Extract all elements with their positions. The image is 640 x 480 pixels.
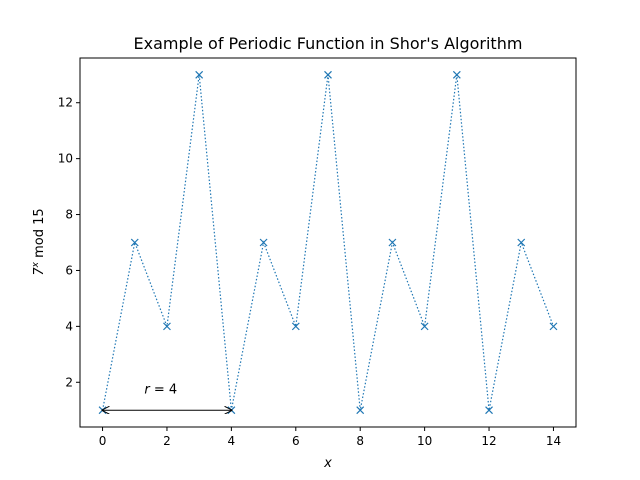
data-point-marker <box>356 406 365 415</box>
data-point-marker <box>388 238 397 247</box>
x-tick-label: 4 <box>228 434 236 448</box>
x-tick-label: 8 <box>356 434 364 448</box>
period-label: r = 4 <box>144 382 177 397</box>
data-point-marker <box>485 406 493 415</box>
data-point-marker <box>452 70 461 79</box>
data-point-marker <box>195 70 204 79</box>
data-point-marker <box>324 70 332 79</box>
y-axis-label-base: 7 <box>32 267 47 276</box>
x-tick-label: 2 <box>163 434 171 448</box>
x-tick-label: 0 <box>99 434 107 448</box>
data-point-marker <box>163 322 171 331</box>
y-axis: 2 4 6 8 10 12 <box>58 96 80 389</box>
x-axis: 0 2 4 6 8 10 12 14 <box>99 427 561 448</box>
chart-title: Example of Periodic Function in Shor's A… <box>134 34 523 53</box>
data-point-marker <box>420 322 429 331</box>
y-tick-label: 8 <box>65 208 73 222</box>
y-axis-label: 7x mod 15 <box>31 208 47 275</box>
data-point-marker <box>130 238 139 247</box>
y-axis-label-rest: mod 15 <box>32 208 47 262</box>
data-point-marker <box>517 238 526 247</box>
x-axis-label: x <box>323 456 332 471</box>
period-label-value: = 4 <box>150 382 177 397</box>
x-tick-label: 10 <box>417 434 432 448</box>
period-label-symbol: r <box>144 382 151 397</box>
y-tick-label: 2 <box>65 375 73 389</box>
data-point-marker <box>549 322 558 331</box>
x-tick-label: 6 <box>292 434 300 448</box>
x-tick-label: 14 <box>546 434 561 448</box>
y-tick-label: 10 <box>58 152 73 166</box>
plot-frame <box>79 57 577 428</box>
y-tick-label: 6 <box>65 263 73 277</box>
period-annotation: r = 4 <box>103 382 232 410</box>
x-tick-label: 12 <box>481 434 496 448</box>
plot-area <box>98 70 558 415</box>
data-point-marker <box>291 322 300 331</box>
y-tick-label: 4 <box>65 319 73 333</box>
y-tick-label: 12 <box>58 96 73 110</box>
y-axis-label-exponent: x <box>31 261 41 268</box>
series-line <box>101 74 555 411</box>
data-point-marker <box>259 238 268 247</box>
